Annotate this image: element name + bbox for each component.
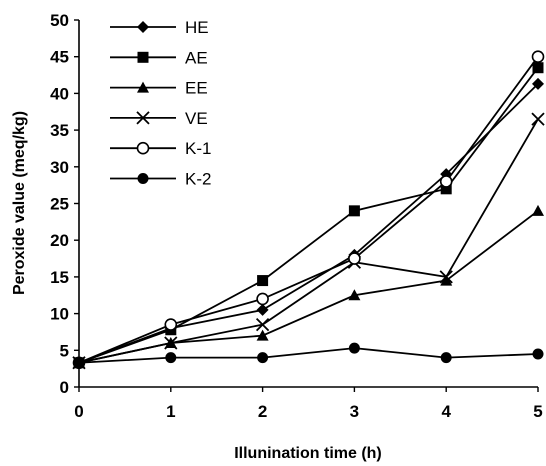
data-point-he bbox=[532, 77, 544, 90]
y-tick-label: 50 bbox=[50, 11, 69, 30]
data-point-ae bbox=[257, 275, 269, 287]
data-point-ee bbox=[348, 289, 361, 301]
data-point-k-2 bbox=[165, 352, 177, 364]
y-tick-label: 35 bbox=[50, 121, 69, 140]
data-point-k-2 bbox=[73, 357, 85, 369]
legend-item-ve: VE bbox=[110, 109, 208, 128]
y-tick-label: 0 bbox=[60, 378, 69, 397]
data-point-ae bbox=[532, 62, 544, 74]
legend-item-ae: AE bbox=[110, 48, 208, 67]
y-axis-title: Peroxide value (meq/kg) bbox=[11, 111, 28, 295]
legend-label-k-1: K-1 bbox=[185, 139, 211, 158]
y-tick-label: 40 bbox=[50, 84, 69, 103]
legend-item-k-2: K-2 bbox=[110, 170, 211, 189]
series-ae bbox=[73, 62, 544, 369]
data-point-k-1 bbox=[348, 252, 361, 265]
data-point-k-2 bbox=[532, 348, 544, 360]
x-tick-label: 3 bbox=[350, 402, 359, 421]
legend-marker-he bbox=[137, 21, 149, 33]
data-point-k-1 bbox=[531, 50, 545, 64]
y-tick-label: 20 bbox=[50, 231, 69, 250]
data-point-ae bbox=[440, 183, 452, 195]
data-point-ve bbox=[531, 112, 545, 126]
series-line-ee bbox=[78, 210, 539, 364]
data-point-k-1 bbox=[256, 292, 269, 306]
series-layer bbox=[72, 50, 545, 370]
series-line-ve bbox=[78, 118, 539, 364]
y-tick-label: 30 bbox=[50, 158, 69, 177]
legend-marker-ee bbox=[137, 81, 149, 93]
x-tick-label: 2 bbox=[258, 402, 267, 421]
legend-label-ee: EE bbox=[185, 79, 208, 98]
data-point-ve bbox=[255, 317, 270, 332]
x-tick-label: 1 bbox=[166, 402, 175, 421]
legend-label-ve: VE bbox=[185, 109, 208, 128]
y-tick-label: 15 bbox=[50, 268, 69, 287]
legend: HE AE EE VE K-1 K-2 bbox=[110, 18, 211, 189]
series-k-1 bbox=[72, 50, 545, 370]
legend-marker-ae bbox=[137, 51, 149, 63]
legend-marker-k-1 bbox=[136, 141, 150, 155]
data-point-ae bbox=[348, 205, 360, 217]
legend-marker-k-2 bbox=[137, 173, 149, 184]
series-k-2 bbox=[73, 342, 544, 369]
series-line-ae bbox=[78, 67, 539, 364]
x-tick-label: 5 bbox=[533, 402, 542, 421]
series-line-he bbox=[78, 83, 539, 364]
x-tick-label: 4 bbox=[441, 402, 451, 421]
legend-item-k-1: K-1 bbox=[110, 139, 211, 158]
data-point-k-2 bbox=[440, 352, 452, 364]
data-point-ee bbox=[532, 204, 544, 216]
data-point-ee bbox=[256, 329, 269, 341]
legend-label-k-2: K-2 bbox=[185, 170, 211, 189]
y-tick-label: 10 bbox=[50, 305, 69, 324]
data-point-k-2 bbox=[348, 342, 360, 354]
x-axis-title: Illunination time (h) bbox=[234, 445, 382, 462]
data-point-k-2 bbox=[257, 352, 269, 364]
x-tick-label: 0 bbox=[74, 402, 83, 421]
data-point-ve bbox=[439, 270, 453, 284]
legend-label-ae: AE bbox=[185, 48, 208, 67]
data-point-ee bbox=[440, 274, 453, 286]
legend-marker-ve bbox=[136, 111, 150, 125]
data-point-ve bbox=[164, 336, 178, 350]
data-point-k-1 bbox=[439, 175, 453, 188]
y-tick-label: 45 bbox=[50, 48, 69, 67]
series-line-k-1 bbox=[78, 56, 539, 364]
series-line-k-2 bbox=[78, 347, 539, 364]
data-point-he bbox=[256, 303, 269, 316]
y-tick-label: 5 bbox=[60, 341, 69, 360]
data-point-k-1 bbox=[164, 318, 178, 331]
y-tick-label: 25 bbox=[50, 195, 69, 214]
series-he bbox=[73, 77, 544, 369]
legend-item-ee: EE bbox=[110, 79, 208, 98]
legend-item-he: HE bbox=[110, 18, 209, 37]
legend-label-he: HE bbox=[185, 18, 209, 37]
